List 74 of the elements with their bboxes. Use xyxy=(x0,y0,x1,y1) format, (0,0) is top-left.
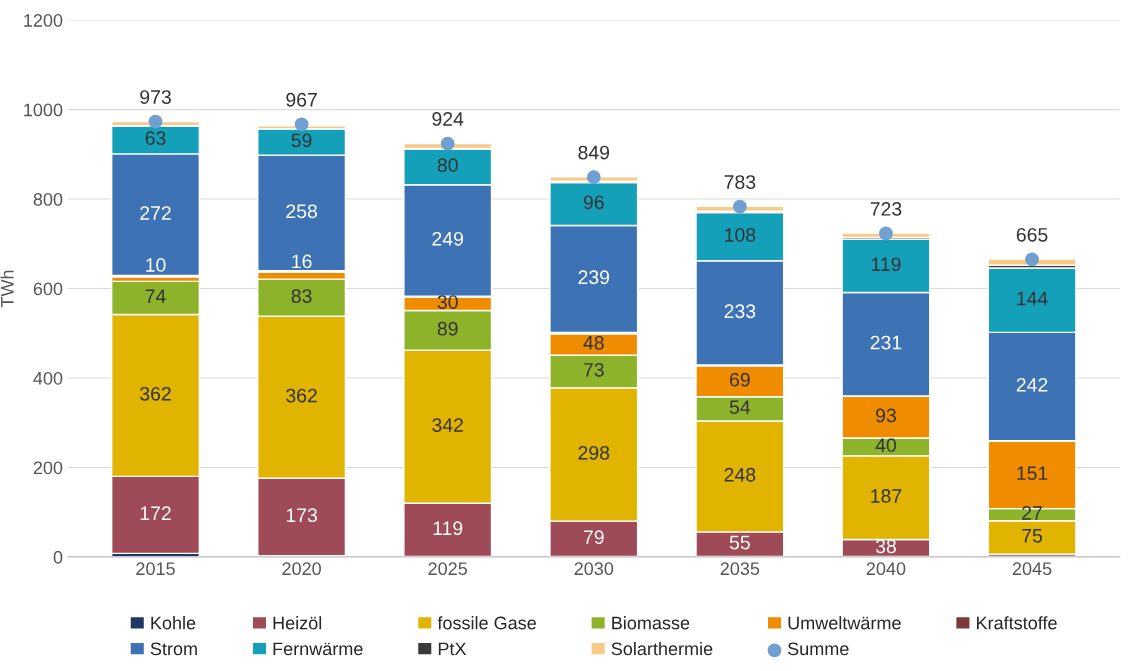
x-tick-label: 2015 xyxy=(136,562,175,576)
legend-label: Umweltwärme xyxy=(788,616,901,630)
data-label: 48 xyxy=(583,335,604,350)
data-label: 849 xyxy=(578,145,610,160)
data-label: 93 xyxy=(876,408,896,423)
data-label: 172 xyxy=(140,506,171,520)
data-label: 96 xyxy=(583,195,604,210)
legend-label: PtX xyxy=(438,642,467,656)
data-label: 119 xyxy=(871,257,901,272)
data-label: 144 xyxy=(1017,291,1048,306)
data-label: 298 xyxy=(578,445,610,460)
data-label: 74 xyxy=(145,289,166,303)
data-label: 16 xyxy=(292,254,312,269)
data-label: 783 xyxy=(724,175,756,189)
data-label: 40 xyxy=(875,438,896,453)
y-tick-label: 800 xyxy=(33,193,63,206)
data-label: 108 xyxy=(725,228,756,242)
y-tick-label: 1000 xyxy=(24,103,63,117)
data-label: 249 xyxy=(432,231,463,246)
y-tick-label: 0 xyxy=(53,550,63,564)
x-tick-label: 2030 xyxy=(574,562,614,576)
data-label: 69 xyxy=(730,372,750,387)
data-label: 30 xyxy=(437,295,458,309)
data-label: 83 xyxy=(291,289,312,303)
x-tick-label: 2020 xyxy=(282,562,321,576)
data-label: 723 xyxy=(870,202,902,216)
data-label: 967 xyxy=(286,92,317,107)
legend-label: Summe xyxy=(787,642,849,656)
y-tick-label: 400 xyxy=(33,371,63,385)
data-label: 80 xyxy=(437,158,458,173)
data-label: 173 xyxy=(286,508,317,523)
legend-label: Kraftstoffe xyxy=(977,616,1057,630)
data-label: 38 xyxy=(875,539,896,554)
x-tick-label: 2040 xyxy=(866,562,906,576)
data-label: 258 xyxy=(286,204,317,219)
data-label: 233 xyxy=(724,304,756,319)
data-label: 59 xyxy=(291,133,312,148)
data-label: 10 xyxy=(146,258,166,272)
data-label: 362 xyxy=(286,388,317,403)
y-tick-label: 1200 xyxy=(24,14,63,27)
data-label: 272 xyxy=(140,206,171,220)
legend-label: fossile Gase xyxy=(437,616,536,630)
data-label: 79 xyxy=(583,530,604,545)
legend-label: Heizöl xyxy=(273,616,322,630)
data-label: 151 xyxy=(1017,466,1048,481)
data-label: 27 xyxy=(1022,506,1042,520)
legend-label: Biomasse xyxy=(612,616,690,630)
data-label: 63 xyxy=(145,131,166,146)
x-tick-label: 2035 xyxy=(720,562,760,576)
data-label: 73 xyxy=(583,362,604,377)
legend-label: Kohle xyxy=(151,616,196,630)
legend-label: Solarthermie xyxy=(611,641,713,656)
x-tick-label: 2045 xyxy=(1012,562,1052,576)
data-label: 362 xyxy=(140,386,171,401)
data-label: 75 xyxy=(1022,529,1043,543)
y-tick-label: 200 xyxy=(33,461,63,475)
data-label: 248 xyxy=(724,467,756,482)
y-axis-title: TWh xyxy=(0,270,14,308)
data-label: 973 xyxy=(140,90,171,104)
y-tick-label: 600 xyxy=(33,282,63,296)
data-label: 665 xyxy=(1016,227,1048,242)
x-tick-label: 2025 xyxy=(428,562,468,576)
data-label: 55 xyxy=(729,535,750,550)
data-label: 242 xyxy=(1016,377,1048,392)
data-label: 187 xyxy=(871,489,902,503)
data-label: 924 xyxy=(432,112,464,126)
data-label: 54 xyxy=(729,400,751,415)
legend-label: Fernwärme xyxy=(273,642,363,656)
legend-label: Strom xyxy=(150,642,197,656)
data-label: 239 xyxy=(578,270,610,285)
data-label: 119 xyxy=(433,521,463,536)
data-label: 89 xyxy=(437,321,458,336)
data-label: 231 xyxy=(870,335,902,350)
data-label: 342 xyxy=(432,418,463,432)
